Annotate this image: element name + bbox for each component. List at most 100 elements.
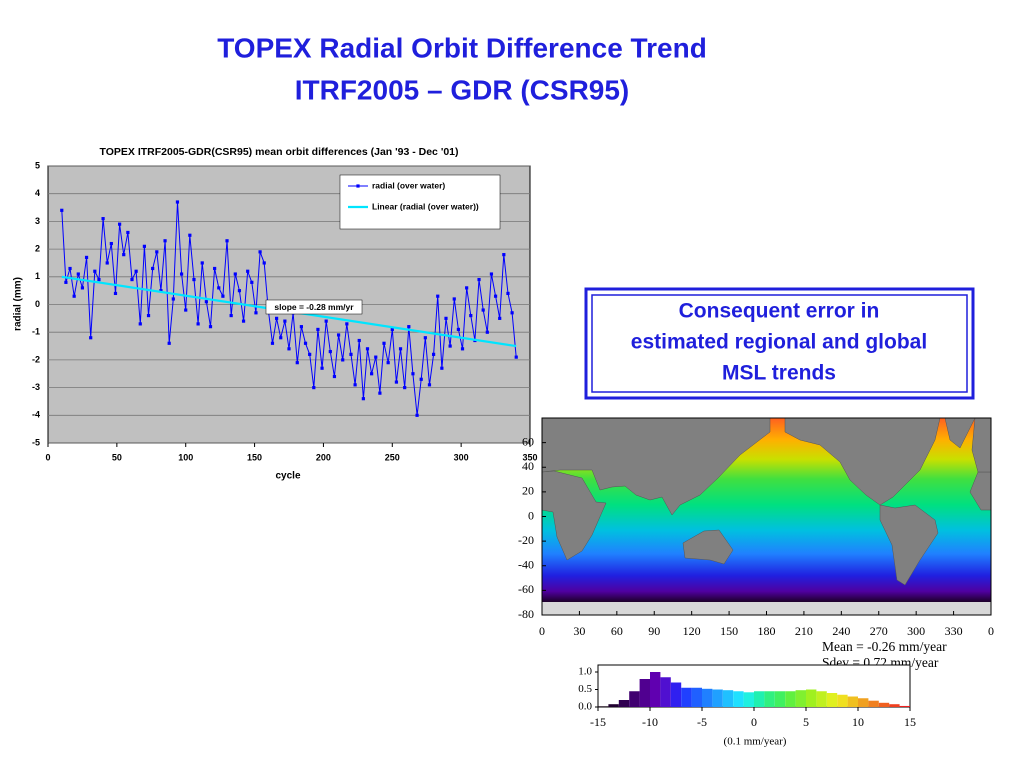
y-tick-label: 1 (35, 271, 40, 281)
histogram-chart: -15 -10 -5 0 5 10 15 1.0 0.5 0.0 (0.1 mm/year) (578, 664, 916, 748)
hist-bar (702, 688, 713, 707)
point (184, 308, 188, 312)
point (84, 255, 89, 260)
legend-marker (356, 184, 360, 188)
x-tick-label: 90 (648, 624, 660, 638)
y-tick-label: 0.0 (578, 701, 592, 713)
point (353, 383, 357, 387)
point (138, 322, 142, 326)
point (345, 322, 349, 326)
point (167, 341, 171, 345)
x-axis-label: (0.1 mm/year) (724, 736, 787, 748)
y-tick-label: -2 (32, 354, 40, 364)
hist-bar (608, 704, 619, 707)
point (357, 338, 361, 343)
callout: Consequent error in estimated regional a… (584, 287, 975, 400)
land (541, 417, 771, 516)
hist-bar (650, 672, 661, 707)
point (361, 397, 365, 401)
point (89, 336, 93, 340)
point (72, 294, 76, 298)
point (80, 286, 85, 290)
point (233, 272, 237, 276)
hist-bar (816, 691, 827, 707)
point (179, 272, 184, 276)
point (411, 372, 415, 376)
chart-title: TOPEX ITRF2005-GDR(CSR95) mean orbit dif… (100, 146, 459, 158)
point (415, 413, 419, 417)
callout-border (591, 294, 968, 393)
y-tick-label: -60 (518, 582, 534, 596)
x-tick-label: 100 (178, 452, 193, 462)
point (324, 319, 328, 323)
hist-bar (712, 689, 723, 707)
point (146, 313, 151, 318)
y-tick-label: 3 (35, 216, 40, 226)
point (514, 355, 518, 359)
hist-bar (681, 687, 692, 707)
point (196, 322, 200, 326)
point (349, 352, 353, 356)
point (382, 341, 386, 345)
x-tick-label: 300 (454, 452, 469, 462)
point (502, 253, 506, 257)
callout-text: Consequent error in (679, 300, 880, 323)
point (378, 391, 382, 395)
y-tick-label: -4 (32, 410, 40, 420)
callout-text: estimated regional and global (631, 331, 927, 354)
x-tick-label: 350 (522, 452, 537, 462)
x-tick-label: 0 (539, 624, 545, 638)
legend-box (339, 174, 501, 230)
x-tick-label: 60 (611, 624, 623, 638)
x-tick-label: 150 (247, 452, 262, 462)
hist-bar (743, 692, 754, 707)
point (229, 313, 233, 318)
point (481, 308, 485, 312)
point (126, 230, 130, 235)
map-chart: 0 30 60 90 120 150 180 210 240 270 300 330 06040200-… (518, 417, 994, 670)
point (208, 325, 213, 329)
point (237, 289, 242, 293)
hist-bar (764, 691, 775, 707)
point (204, 300, 208, 304)
point (456, 327, 460, 332)
point (241, 319, 246, 323)
point (279, 336, 283, 340)
x-tick-label: 30 (573, 624, 585, 638)
annotation-box (265, 299, 363, 315)
hist-bar (660, 677, 671, 707)
y-axis-label: radial (mm) (13, 277, 24, 331)
x-tick-label: 300 (907, 624, 925, 638)
y-tick-label: 60 (522, 434, 534, 448)
point (398, 347, 403, 351)
hist-bar (639, 679, 650, 707)
y-tick-label: -3 (32, 382, 40, 392)
point (448, 344, 452, 348)
x-tick-label: 120 (683, 624, 701, 638)
hist-bar (837, 694, 848, 707)
point (262, 261, 266, 265)
x-tick-label: 10 (852, 715, 864, 729)
point (213, 266, 217, 271)
x-tick-label: -10 (642, 715, 658, 729)
point (60, 208, 64, 212)
y-tick-label: -20 (518, 533, 534, 547)
point (407, 325, 411, 329)
point (68, 266, 72, 271)
point (225, 239, 229, 243)
point (217, 286, 221, 290)
y-tick-label: 5 (35, 160, 40, 170)
point (312, 386, 316, 390)
point (283, 319, 287, 323)
point (200, 261, 204, 265)
point (419, 377, 423, 381)
x-tick-label: 0 (751, 715, 757, 729)
y-tick-label: -1 (32, 327, 40, 337)
y-tick-label: 40 (522, 459, 534, 473)
point (370, 372, 374, 376)
legend-label: radial (over water) (372, 180, 445, 190)
point (510, 311, 514, 315)
x-tick-label: 50 (112, 452, 122, 462)
annotation: slope = -0.28 mm/yr (274, 302, 354, 312)
